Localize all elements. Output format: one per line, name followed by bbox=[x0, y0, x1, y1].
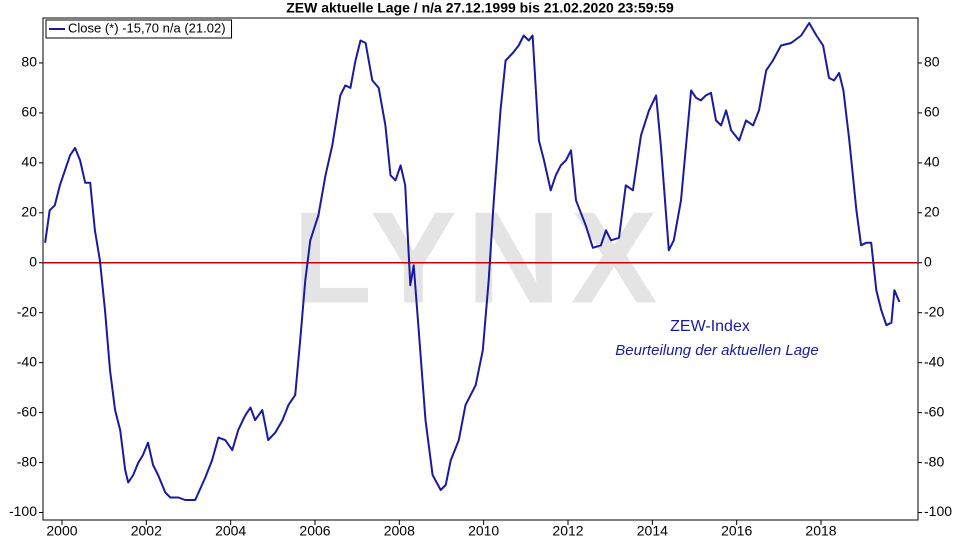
y-tick-label: -60 bbox=[17, 403, 37, 419]
y-tick-label-right: -100 bbox=[924, 503, 952, 519]
x-tick-label: 2008 bbox=[384, 523, 415, 539]
x-tick-label: 2002 bbox=[131, 523, 162, 539]
y-tick-label: -20 bbox=[17, 303, 37, 319]
x-tick-label: 2016 bbox=[721, 523, 752, 539]
legend-entry: Close (*) -15,70 n/a (21.02) bbox=[49, 20, 226, 35]
y-tick-label: -40 bbox=[17, 353, 37, 369]
y-tick-label-right: -80 bbox=[924, 453, 944, 469]
annotation: Beurteilung der aktuellen Lage bbox=[615, 342, 818, 359]
y-tick-label-right: -40 bbox=[924, 353, 944, 369]
y-tick-label-right: -60 bbox=[924, 403, 944, 419]
watermark: LYNX bbox=[293, 184, 668, 330]
data-line bbox=[44, 22, 901, 501]
x-tick-label: 2012 bbox=[552, 523, 583, 539]
legend-label: Close (*) -15,70 n/a (21.02) bbox=[68, 20, 226, 35]
y-tick-label-right: 0 bbox=[924, 253, 932, 269]
x-tick-label: 2004 bbox=[215, 523, 246, 539]
y-tick-label-right: 20 bbox=[924, 204, 940, 220]
chart-title: ZEW aktuelle Lage / n/a 27.12.1999 bis 2… bbox=[286, 0, 674, 16]
y-tick-label-right: 40 bbox=[924, 154, 940, 170]
x-tick-label: 2006 bbox=[299, 523, 330, 539]
y-tick-label: -100 bbox=[9, 503, 37, 519]
x-tick-label: 2010 bbox=[468, 523, 499, 539]
y-tick-label: 80 bbox=[21, 54, 37, 70]
y-tick-label: 60 bbox=[21, 104, 37, 120]
y-tick-label-right: 60 bbox=[924, 104, 940, 120]
x-tick-label: 2000 bbox=[46, 523, 77, 539]
plot-frame bbox=[42, 17, 919, 521]
y-tick-label-right: -20 bbox=[924, 303, 944, 319]
x-tick-label: 2014 bbox=[637, 523, 668, 539]
y-tick-label: 20 bbox=[21, 204, 37, 220]
y-tick-label-right: 80 bbox=[924, 54, 940, 70]
x-tick-label: 2018 bbox=[805, 523, 836, 539]
legend-box bbox=[45, 19, 233, 39]
y-tick-label: 40 bbox=[21, 154, 37, 170]
y-tick-label: -80 bbox=[17, 453, 37, 469]
y-tick-label: 0 bbox=[29, 253, 37, 269]
annotation: ZEW-Index bbox=[670, 318, 750, 335]
